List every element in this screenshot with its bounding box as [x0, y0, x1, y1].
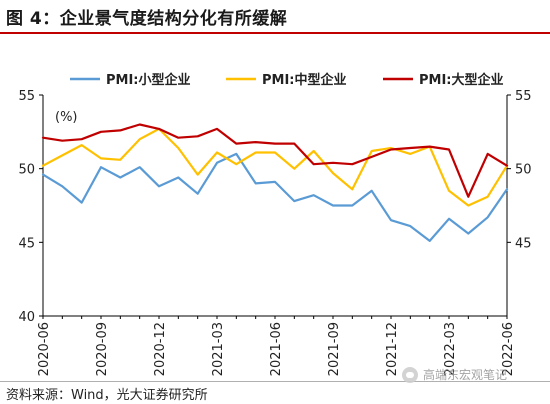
- y-tick-label: 50: [18, 163, 35, 178]
- series-line: [41, 127, 509, 207]
- y-unit-label: (%): [55, 110, 78, 125]
- x-tick-label: 2021-03: [211, 322, 226, 376]
- legend-label: PMI:中型企业: [262, 72, 347, 88]
- legend-label: PMI:小型企业: [106, 72, 191, 88]
- y2-tick-label: 50: [515, 163, 532, 178]
- chart-axes: 40 45 50 55 45 50 55 2020-06 2020-09 2020-12 2021-…: [18, 89, 531, 376]
- x-tick-label: 2021-06: [269, 322, 284, 376]
- y-tick-label: 45: [18, 236, 35, 251]
- footer-rule: [0, 381, 550, 382]
- x-tick-label: 2022-03: [443, 322, 458, 376]
- x-tick-label: 2022-06: [501, 322, 516, 376]
- x-tick-label: 2021-12: [385, 322, 400, 376]
- x-tick-label: 2021-09: [327, 322, 342, 376]
- y2-tick-label: 45: [515, 236, 532, 251]
- chart-legend: PMI:小型企业 PMI:中型企业 PMI:大型企业: [70, 72, 504, 88]
- x-tick-label: 2020-06: [37, 322, 52, 376]
- series-line: [41, 152, 509, 242]
- y-tick-label: 40: [18, 310, 35, 325]
- x-tick-label: 2020-09: [95, 322, 110, 376]
- y2-tick-label: 55: [515, 89, 532, 104]
- watermark-text: 高端东宏观笔记: [423, 368, 508, 382]
- x-tick-label: 2020-12: [153, 322, 168, 376]
- chart-plot-area: [41, 123, 509, 242]
- legend-label: PMI:大型企业: [419, 72, 504, 88]
- y-tick-label: 55: [18, 89, 35, 104]
- series-line: [41, 123, 509, 198]
- source-note: 资料来源：Wind，光大证券研究所: [6, 388, 208, 403]
- watermark: 高端东宏观笔记: [402, 366, 507, 383]
- wechat-logo-icon: [402, 366, 418, 383]
- title-rule: [0, 32, 550, 34]
- figure-title: 图 4：企业景气度结构分化有所缓解: [6, 9, 288, 29]
